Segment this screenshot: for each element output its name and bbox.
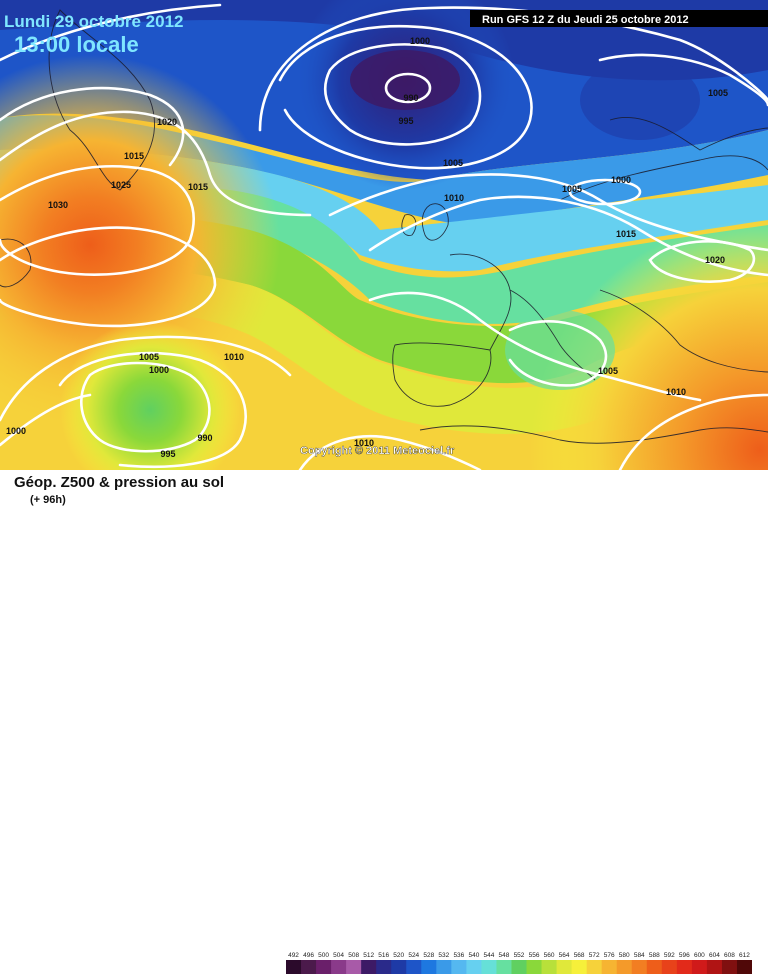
isobar-label: 1005 xyxy=(443,158,463,168)
legend-label: 596 xyxy=(679,952,690,959)
legend-swatch xyxy=(676,960,693,974)
isobar-label: 1005 xyxy=(139,352,159,362)
legend-swatch xyxy=(646,960,663,974)
forecast-time: 13:00 locale xyxy=(14,32,139,57)
isobar-label: 1010 xyxy=(444,193,464,203)
isobar-labels: 1000 990 995 1005 1020 1015 1025 1015 1030 1005 10… xyxy=(6,36,728,459)
legend-label: 560 xyxy=(544,952,555,959)
isobar-label: 1000 xyxy=(149,365,169,375)
legend-label: 564 xyxy=(559,952,570,959)
legend-swatch xyxy=(466,960,482,974)
legend-label: 544 xyxy=(484,952,495,959)
isobar-label: 1010 xyxy=(224,352,244,362)
legend-label: 500 xyxy=(318,952,329,959)
isobar-label: 990 xyxy=(197,433,212,443)
legend-swatch xyxy=(586,960,603,974)
isobar-label: 1015 xyxy=(616,229,636,239)
legend-label: 516 xyxy=(378,952,389,959)
legend-swatch xyxy=(481,960,497,974)
legend-swatch xyxy=(691,960,708,974)
weather-map: 1000 990 995 1005 1020 1015 1025 1015 1030 1005 10… xyxy=(0,0,768,470)
legend-swatch xyxy=(451,960,467,974)
legend-swatch xyxy=(616,960,633,974)
legend-swatch xyxy=(541,960,558,974)
isobar-label: 1010 xyxy=(666,387,686,397)
isobar-label: 1025 xyxy=(111,180,131,190)
isobar-label: 1005 xyxy=(562,184,582,194)
legend-label: 580 xyxy=(619,952,630,959)
legend-swatch xyxy=(721,960,738,974)
legend-swatch xyxy=(601,960,618,974)
legend-label: 576 xyxy=(604,952,615,959)
legend-label: 604 xyxy=(709,952,720,959)
isobar-label: 1020 xyxy=(705,255,725,265)
legend-label: 492 xyxy=(288,952,299,959)
color-scale-legend: 492 496 500 504 508 512 516 520 524 528 532 536 540 5… xyxy=(286,952,752,974)
legend-swatch xyxy=(376,960,392,974)
run-info: Run GFS 12 Z du Jeudi 25 octobre 2012 xyxy=(482,14,689,26)
legend-label: 540 xyxy=(468,952,479,959)
legend-swatch xyxy=(331,960,347,974)
legend-label: 524 xyxy=(408,952,419,959)
legend-label: 532 xyxy=(438,952,449,959)
legend-swatch xyxy=(571,960,588,974)
legend-label: 536 xyxy=(453,952,464,959)
legend-swatch xyxy=(511,960,528,974)
legend-swatch xyxy=(436,960,452,974)
isobar-label: 1005 xyxy=(598,366,618,376)
legend-swatch xyxy=(736,960,752,974)
isobar-label: 995 xyxy=(160,449,175,459)
isobar-label: 1000 xyxy=(6,426,26,436)
legend-label: 612 xyxy=(739,952,750,959)
legend-label: 528 xyxy=(423,952,434,959)
legend-label: 512 xyxy=(363,952,374,959)
legend-label: 600 xyxy=(694,952,705,959)
legend-swatch xyxy=(706,960,723,974)
isobar-label: 1005 xyxy=(708,88,728,98)
legend-swatch xyxy=(496,960,512,974)
legend-swatch xyxy=(301,960,317,974)
isobar-label: 1000 xyxy=(611,175,631,185)
legend-label: 568 xyxy=(574,952,585,959)
legend-swatch xyxy=(361,960,377,974)
legend-label: 508 xyxy=(348,952,359,959)
legend-label: 520 xyxy=(393,952,404,959)
isobar-label: 1010 xyxy=(354,438,374,448)
legend-swatch xyxy=(286,960,302,974)
footer-title: Géop. Z500 & pression au sol xyxy=(14,474,225,491)
legend-label: 588 xyxy=(649,952,660,959)
legend-label: 504 xyxy=(333,952,344,959)
copyright: Copyright © 2011 Meteociel.fr xyxy=(300,445,455,457)
legend-swatch xyxy=(346,960,362,974)
legend-swatch xyxy=(316,960,332,974)
isobar-label: 1015 xyxy=(124,151,144,161)
isobar-label: 1020 xyxy=(157,117,177,127)
isobar-label: 995 xyxy=(398,116,413,126)
legend-label: 496 xyxy=(303,952,314,959)
legend-swatch xyxy=(391,960,407,974)
legend-swatch xyxy=(421,960,437,974)
legend-label: 608 xyxy=(724,952,735,959)
isobar-label: 990 xyxy=(403,93,418,103)
isobar-label: 1030 xyxy=(48,200,68,210)
legend-label: 548 xyxy=(499,952,510,959)
legend-label: 584 xyxy=(634,952,645,959)
footer-lead: (+ 96h) xyxy=(30,494,66,506)
legend-label: 592 xyxy=(664,952,675,959)
legend-label: 572 xyxy=(589,952,600,959)
isobar-label: 1000 xyxy=(410,36,430,46)
legend-label: 556 xyxy=(529,952,540,959)
legend-swatch xyxy=(631,960,648,974)
legend-swatch xyxy=(526,960,543,974)
footer: Géop. Z500 & pression au sol (+ 96h) 492… xyxy=(0,470,768,974)
legend-swatch xyxy=(661,960,678,974)
legend-swatch xyxy=(406,960,422,974)
legend-swatch xyxy=(556,960,573,974)
isobar-label: 1015 xyxy=(188,182,208,192)
forecast-date: Lundi 29 octobre 2012 xyxy=(4,12,184,31)
legend-label: 552 xyxy=(514,952,525,959)
